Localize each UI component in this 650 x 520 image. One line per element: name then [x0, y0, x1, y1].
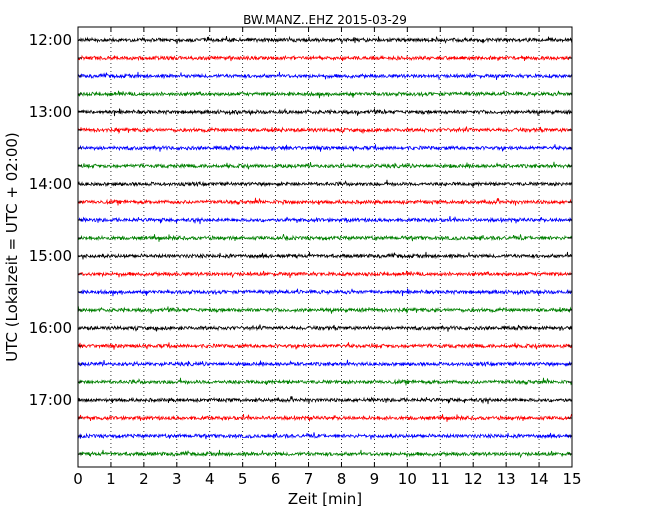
x-tick-label: 6 [271, 470, 281, 488]
seismic-trace [77, 35, 573, 45]
y-tick-label: 13:00 [29, 103, 72, 121]
traces [77, 35, 573, 459]
seismic-trace [77, 54, 573, 62]
plot-frame [77, 26, 573, 468]
seismic-trace [77, 234, 573, 242]
seismic-trace [77, 251, 573, 260]
seismic-trace [77, 306, 573, 315]
chart-title: BW.MANZ..EHZ 2015-03-29 [243, 13, 407, 27]
x-tick-label: 4 [205, 470, 215, 488]
seismic-trace [77, 126, 573, 135]
seismic-trace [77, 90, 573, 99]
y-axis-ticks: 12:00 13:00 14:00 15:00 16:00 17:00 [29, 31, 572, 455]
x-tick-label: 5 [238, 470, 248, 488]
seismic-trace [77, 377, 573, 386]
seismic-trace [77, 449, 573, 459]
seismic-trace [77, 342, 573, 350]
x-tick-label: 3 [172, 470, 182, 488]
y-tick-label: 15:00 [29, 247, 72, 265]
x-tick-label: 7 [304, 470, 314, 488]
seismic-trace [77, 179, 573, 188]
x-tick-label: 1 [106, 470, 116, 488]
seismic-trace [77, 108, 573, 117]
y-tick-label: 17:00 [29, 391, 72, 409]
seismic-trace [77, 71, 573, 81]
x-tick-label: 15 [562, 470, 581, 488]
x-axis-label: Zeit [min] [288, 490, 362, 508]
x-tick-label: 2 [139, 470, 149, 488]
x-tick-label: 12 [464, 470, 483, 488]
y-axis-label: UTC (Lokalzeit = UTC + 02:00) [3, 132, 21, 362]
grid-lines [110, 27, 540, 467]
seismic-trace [77, 359, 573, 368]
seismic-trace [77, 215, 573, 225]
x-tick-label: 11 [431, 470, 450, 488]
y-tick-label: 16:00 [29, 319, 72, 337]
seismic-trace [77, 161, 573, 170]
seismic-trace [77, 270, 573, 279]
seismic-trace [77, 432, 573, 440]
seismic-trace [77, 324, 573, 332]
seismic-trace [77, 144, 573, 152]
x-tick-label: 13 [497, 470, 516, 488]
seismic-trace [77, 413, 573, 422]
x-tick-label: 0 [73, 470, 83, 488]
x-tick-label: 14 [530, 470, 549, 488]
x-tick-label: 9 [370, 470, 380, 488]
y-tick-label: 14:00 [29, 175, 72, 193]
seismic-trace [77, 396, 573, 405]
x-axis-ticks: 0 1 2 3 4 5 6 7 8 9 10 11 12 13 14 15 [73, 27, 582, 488]
seismic-trace [77, 197, 573, 206]
x-tick-label: 10 [398, 470, 417, 488]
seismic-trace [77, 288, 573, 297]
x-tick-label: 8 [337, 470, 347, 488]
y-tick-label: 12:00 [29, 31, 72, 49]
